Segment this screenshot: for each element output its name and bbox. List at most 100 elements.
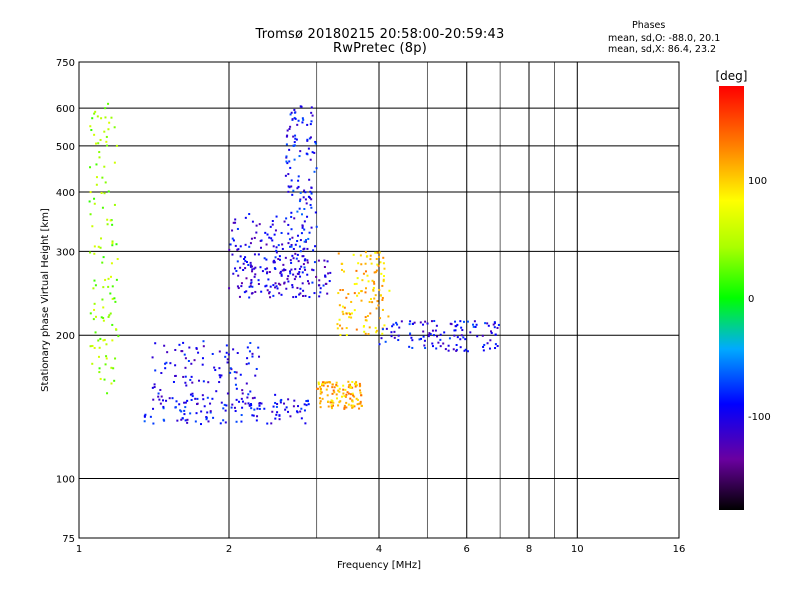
echo-point xyxy=(290,228,293,231)
echo-point xyxy=(321,382,324,385)
echo-point xyxy=(315,225,318,228)
echo-point xyxy=(310,111,313,114)
echo-point xyxy=(289,272,292,275)
echo-point xyxy=(310,226,313,229)
echo-point xyxy=(383,275,386,278)
echo-point xyxy=(409,332,412,335)
echo-point xyxy=(455,325,458,328)
echo-point xyxy=(361,279,364,282)
echo-point xyxy=(98,367,101,370)
echo-point xyxy=(236,260,239,263)
echo-point xyxy=(358,402,361,405)
echo-point xyxy=(287,398,290,401)
echo-point xyxy=(249,285,252,288)
echo-point xyxy=(359,389,362,392)
echo-point xyxy=(306,215,309,218)
echo-point xyxy=(292,257,295,260)
echo-point xyxy=(343,406,346,409)
echo-point xyxy=(181,417,184,420)
echo-point xyxy=(333,386,336,389)
echo-point xyxy=(184,366,187,369)
echo-point xyxy=(325,388,328,391)
echo-point xyxy=(100,191,103,194)
echo-point xyxy=(351,386,354,389)
echo-point xyxy=(225,404,228,407)
echo-point xyxy=(292,405,295,408)
echo-point xyxy=(184,357,187,360)
echo-point xyxy=(299,275,302,278)
echo-point xyxy=(274,286,277,289)
echo-point xyxy=(294,134,297,137)
echo-point xyxy=(295,410,298,413)
echo-point xyxy=(476,335,479,338)
echo-point xyxy=(311,268,314,271)
echo-point xyxy=(369,258,372,261)
echo-point xyxy=(92,318,95,321)
echo-point xyxy=(296,286,299,289)
echo-point xyxy=(238,295,241,298)
echo-point xyxy=(293,158,296,161)
echo-point xyxy=(302,289,305,292)
echo-point xyxy=(378,343,381,346)
echo-point xyxy=(207,420,210,423)
echo-point xyxy=(311,281,314,284)
echo-point xyxy=(419,321,422,324)
echo-point xyxy=(104,116,107,119)
echo-point xyxy=(456,336,459,339)
echo-point xyxy=(220,401,223,404)
echo-point xyxy=(410,336,413,339)
y-tick-label: 300 xyxy=(56,247,75,258)
echo-point xyxy=(455,343,458,346)
echo-point xyxy=(300,265,303,268)
echo-point xyxy=(391,325,394,328)
echo-point xyxy=(304,258,307,261)
echo-point xyxy=(98,371,101,374)
echo-point xyxy=(244,402,247,405)
echo-point xyxy=(356,277,359,280)
echo-point xyxy=(152,407,155,410)
echo-point xyxy=(184,406,187,409)
echo-point xyxy=(292,296,295,299)
echo-point xyxy=(393,330,396,333)
echo-point xyxy=(310,186,313,189)
echo-point xyxy=(277,258,280,261)
echo-point xyxy=(191,381,194,384)
echo-point xyxy=(291,118,294,121)
echo-point xyxy=(272,294,275,297)
echo-point xyxy=(388,289,391,292)
echo-point xyxy=(285,287,288,290)
echo-point xyxy=(489,339,492,342)
x-tick-label: 6 xyxy=(464,544,470,555)
echo-point xyxy=(229,371,232,374)
echo-point xyxy=(264,285,267,288)
echo-point xyxy=(283,220,286,223)
echo-point xyxy=(165,399,168,402)
echo-point xyxy=(317,387,320,390)
echo-point xyxy=(459,346,462,349)
echo-point xyxy=(472,323,475,326)
echo-point xyxy=(232,272,235,275)
echo-point xyxy=(240,282,243,285)
echo-point xyxy=(309,123,312,126)
echo-point xyxy=(201,363,204,366)
echo-point xyxy=(271,239,274,242)
echo-point xyxy=(116,258,119,261)
echo-point xyxy=(469,331,472,334)
echo-point xyxy=(408,323,411,326)
echo-point xyxy=(293,278,296,281)
echo-point xyxy=(249,341,252,344)
echo-point xyxy=(346,391,349,394)
echo-point xyxy=(308,231,311,234)
echo-point xyxy=(342,313,345,316)
echo-point xyxy=(249,390,252,393)
echo-point xyxy=(152,422,155,425)
echo-point xyxy=(265,272,268,275)
echo-point xyxy=(189,378,192,381)
echo-point xyxy=(100,117,103,120)
echo-point xyxy=(314,142,317,145)
echo-point xyxy=(351,399,354,402)
echo-point xyxy=(202,345,205,348)
echo-point xyxy=(289,113,292,116)
echo-point xyxy=(275,249,278,252)
echo-point xyxy=(299,198,302,201)
